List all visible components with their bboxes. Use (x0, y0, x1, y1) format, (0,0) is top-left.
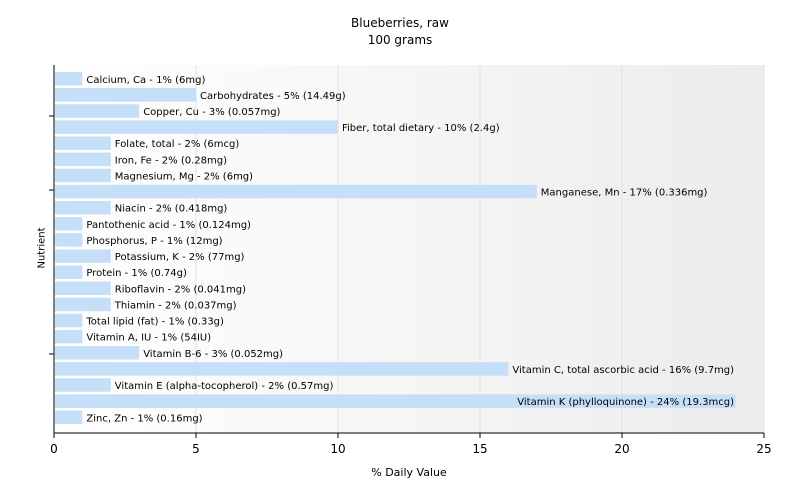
bar-16 (55, 329, 83, 344)
x-axis-label: % Daily Value (371, 466, 447, 479)
bar-6 (55, 168, 111, 183)
bar-15 (55, 313, 83, 328)
bar-14 (55, 297, 111, 312)
bar-label-8: Niacin - 2% (0.418mg) (115, 204, 228, 215)
bar-label-12: Protein - 1% (0.74g) (86, 268, 187, 279)
bar-label-7: Manganese, Mn - 17% (0.336mg) (541, 188, 708, 199)
x-tick-label-1: 5 (192, 442, 200, 456)
x-tick-label-5: 25 (756, 442, 771, 456)
bar-label-6: Magnesium, Mg - 2% (6mg) (115, 171, 253, 182)
bar-label-2: Copper, Cu - 3% (0.057mg) (143, 107, 280, 118)
bar-20 (55, 394, 736, 408)
bar-21 (55, 410, 83, 425)
bar-5 (55, 152, 111, 167)
bar-19 (55, 378, 111, 392)
bar-label-16: Vitamin A, IU - 1% (54IU) (86, 333, 211, 344)
bar-9 (55, 217, 83, 231)
bar-label-11: Potassium, K - 2% (77mg) (115, 252, 245, 263)
chart-title-block: Blueberries, raw 100 grams (0, 15, 800, 49)
bar-label-21: Zinc, Zn - 1% (0.16mg) (86, 413, 202, 424)
bar-3 (55, 120, 338, 134)
bar-label-14: Thiamin - 2% (0.037mg) (114, 300, 237, 311)
chart-subtitle: 100 grams (367, 33, 433, 47)
bar-label-13: Riboflavin - 2% (0.041mg) (115, 284, 246, 295)
bar-label-9: Pantothenic acid - 1% (0.124mg) (86, 220, 251, 231)
bar-7 (55, 184, 537, 199)
bar-8 (55, 200, 111, 215)
bar-18 (55, 362, 509, 376)
bar-10 (55, 233, 83, 247)
bar-2 (55, 104, 140, 118)
bar-label-17: Vitamin B-6 - 3% (0.052mg) (143, 349, 283, 360)
plot-background (54, 65, 764, 433)
bar-12 (55, 265, 83, 279)
bar-label-5: Iron, Fe - 2% (0.28mg) (115, 155, 227, 166)
bar-label-18: Vitamin C, total ascorbic acid - 16% (9.… (512, 365, 734, 376)
bar-label-1: Carbohydrates - 5% (14.49g) (200, 91, 346, 102)
x-tick-label-3: 15 (472, 442, 487, 456)
bar-label-4: Folate, total - 2% (6mcg) (115, 139, 240, 150)
bar-13 (55, 281, 111, 296)
chart-title: Blueberries, raw (351, 16, 449, 30)
bar-label-15: Total lipid (fat) - 1% (0.33g) (85, 317, 224, 328)
x-tick-label-0: 0 (50, 442, 58, 456)
x-tick-label-4: 20 (614, 442, 629, 456)
x-tick-label-2: 10 (330, 442, 345, 456)
bar-label-0: Calcium, Ca - 1% (6mg) (86, 75, 205, 86)
bar-label-20: Vitamin K (phylloquinone) - 24% (19.3mcg… (517, 397, 734, 408)
bar-1 (55, 88, 196, 102)
bar-label-19: Vitamin E (alpha-tocopherol) - 2% (0.57m… (115, 381, 334, 392)
bar-label-10: Phosphorus, P - 1% (12mg) (86, 236, 222, 247)
bar-4 (55, 136, 111, 150)
bar-label-3: Fiber, total dietary - 10% (2.4g) (342, 123, 500, 134)
bar-17 (55, 346, 140, 360)
bar-11 (55, 249, 111, 263)
bar-0 (55, 72, 83, 86)
